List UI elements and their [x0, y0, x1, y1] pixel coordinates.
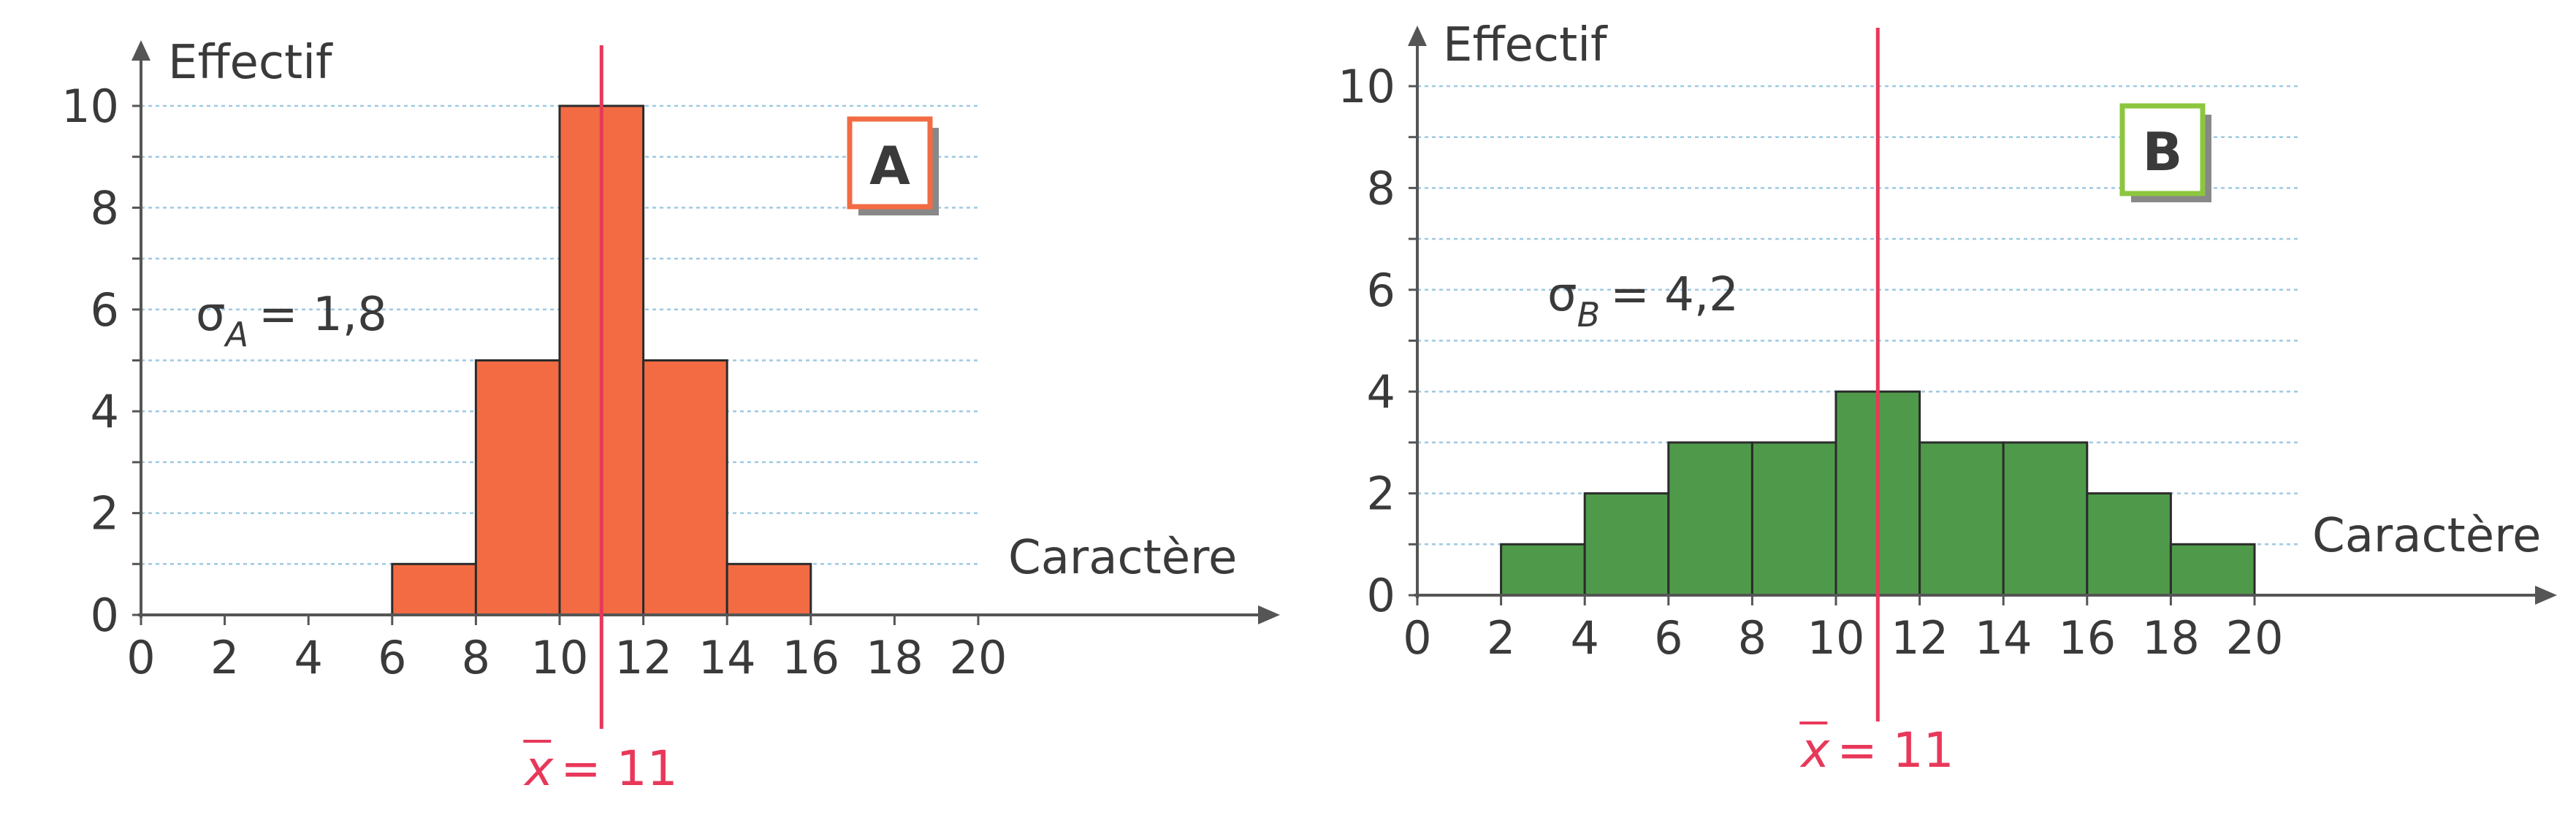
y-axis-arrow [132, 40, 150, 61]
y-tick-label: 6 [1367, 264, 1395, 317]
y-tick-label: 6 [91, 283, 119, 337]
y-tick-label: 0 [1367, 569, 1395, 622]
y-axis-title-a: Effectif [168, 36, 333, 90]
bar [2086, 492, 2172, 597]
svg-text:A: A [869, 135, 910, 196]
y-tick-label: 2 [1367, 467, 1395, 521]
y-tick-label: 10 [61, 80, 119, 133]
x-tick-label: 18 [2142, 611, 2200, 665]
mean-marker-b: x = 11 [1799, 28, 1954, 778]
bar [1583, 492, 1670, 597]
x-ticks-a: 0 2 4 6 8 10 12 14 16 18 20 [126, 615, 1007, 684]
bar [725, 562, 812, 616]
x-tick-label: 0 [126, 631, 155, 684]
y-axis-title-b: Effectif [1443, 18, 1608, 72]
mean-label: x = 11 [1799, 722, 1954, 778]
x-tick-label: 16 [782, 631, 839, 684]
x-tick-label: 10 [531, 631, 589, 684]
x-tick-label: 6 [1654, 611, 1683, 665]
sigma-annotation-a: σA = 1,8 [196, 288, 387, 354]
bar [1918, 441, 2005, 597]
bar [2169, 543, 2256, 597]
y-tick-label: 4 [91, 385, 119, 438]
axes-b [1408, 26, 2557, 605]
x-tick-label: 2 [1487, 611, 1515, 665]
x-tick-label: 8 [1738, 611, 1767, 665]
x-axis-arrow [2535, 586, 2557, 605]
x-axis-arrow [1258, 605, 1280, 624]
x-tick-label: 12 [1891, 611, 1948, 665]
svg-text:B: B [2143, 121, 2183, 183]
x-tick-label: 10 [1807, 611, 1865, 665]
x-tick-label: 14 [698, 631, 756, 684]
histogram-b: 0 2 4 6 8 10 0 2 4 6 8 10 12 14 16 18 20 x = 11 Effectif… [1338, 18, 2557, 778]
x-axis-title-a: Caractère [1008, 531, 1237, 585]
y-tick-label: 8 [1367, 161, 1395, 215]
x-tick-label: 8 [462, 631, 490, 684]
y-tick-label: 8 [91, 181, 119, 234]
y-axis-arrow [1408, 26, 1427, 46]
x-tick-label: 14 [1975, 611, 2032, 665]
sigma-annotation-b: σB = 4,2 [1547, 268, 1739, 334]
x-tick-label: 20 [950, 631, 1007, 684]
panel-label-b: B [2119, 103, 2211, 202]
x-tick-label: 4 [1570, 611, 1598, 665]
y-tick-label: 10 [1338, 60, 1395, 113]
bar [2002, 441, 2089, 597]
bar [1667, 441, 1753, 597]
y-tick-label: 4 [1367, 365, 1395, 418]
axes-a [132, 40, 1280, 624]
x-ticks-b: 0 2 4 6 8 10 12 14 16 18 20 [1403, 595, 2283, 665]
x-tick-label: 2 [210, 631, 239, 684]
mean-marker-a: x = 11 [523, 45, 678, 797]
y-tick-label: 0 [91, 589, 119, 642]
bar [391, 562, 477, 616]
panel-label-a: A [847, 116, 939, 215]
x-tick-label: 18 [866, 631, 923, 684]
x-tick-label: 12 [614, 631, 672, 684]
y-ticks-b: 0 2 4 6 8 10 [1338, 60, 1417, 622]
x-tick-label: 0 [1403, 611, 1431, 665]
bar [1500, 543, 1586, 597]
mean-label: x = 11 [523, 741, 677, 797]
bar [642, 359, 728, 616]
x-tick-label: 20 [2226, 611, 2284, 665]
bar [474, 359, 561, 616]
histogram-a: 0 2 4 6 8 10 0 2 4 6 8 10 12 14 16 18 20 x = 11 Effectif… [61, 36, 1280, 797]
y-tick-label: 2 [91, 487, 119, 540]
x-tick-label: 4 [294, 631, 322, 684]
y-ticks-a: 0 2 4 6 8 10 [61, 80, 141, 642]
x-axis-title-b: Caractère [2312, 509, 2541, 563]
x-tick-label: 16 [2058, 611, 2116, 665]
x-tick-label: 6 [378, 631, 406, 684]
bar [1750, 441, 1837, 597]
